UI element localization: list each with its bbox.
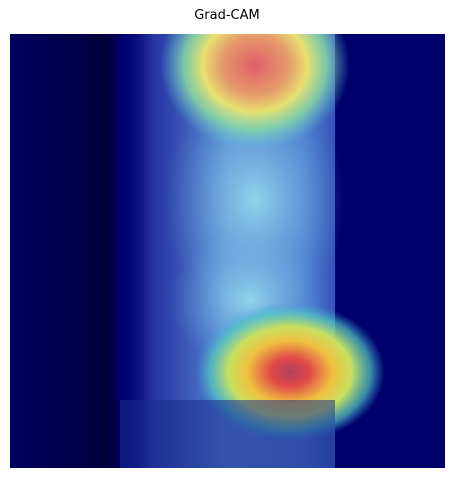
title: Grad-CAM (194, 8, 260, 23)
heatmap-image (10, 34, 445, 468)
